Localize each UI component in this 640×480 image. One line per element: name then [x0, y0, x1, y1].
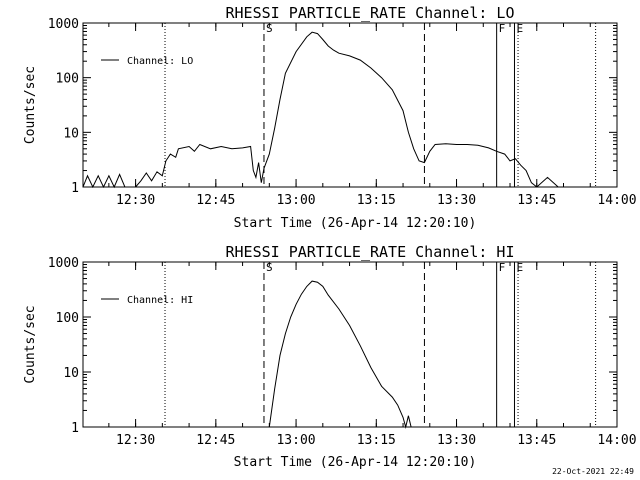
event-marker-label: E [516, 22, 523, 35]
event-marker-label: S [266, 261, 273, 274]
y-axis-label: Counts/sec [23, 305, 38, 383]
x-tick-label: 13:45 [517, 193, 556, 208]
x-tick-label: 12:30 [116, 193, 155, 208]
x-tick-label: 12:30 [116, 433, 155, 448]
y-tick-label: 100 [56, 72, 79, 87]
y-tick-label: 1000 [48, 256, 79, 271]
y-tick-label: 1 [71, 421, 79, 436]
hi-channel-panel: RHESSI PARTICLE_RATE Channel: HI 1 10 100 10… [23, 243, 637, 470]
timestamp-label: 22-Oct-2021 22:49 [552, 467, 634, 476]
plot-frame [82, 261, 618, 428]
x-tick-label: 13:15 [357, 433, 396, 448]
legend-entry: Channel: HI [127, 295, 193, 306]
x-tick-label: 14:00 [597, 193, 636, 208]
x-axis-label: Start Time (26-Apr-14 12:20:10) [234, 216, 477, 231]
series-line [268, 280, 412, 429]
x-tick-label: 13:45 [517, 433, 556, 448]
event-marker-label: E [516, 261, 523, 274]
plot-frame [82, 22, 618, 188]
series-line [82, 31, 559, 189]
x-tick-label: 14:00 [597, 433, 636, 448]
y-tick-label: 100 [56, 311, 79, 326]
y-tick-label: 1000 [48, 17, 79, 32]
y-tick-label: 1 [71, 181, 79, 196]
event-marker-label: F [499, 261, 506, 274]
event-marker-label: S [266, 22, 273, 35]
x-tick-label: 13:00 [276, 193, 315, 208]
x-tick-label: 12:45 [196, 193, 235, 208]
y-tick-label: 10 [63, 126, 79, 141]
x-tick-label: 13:30 [437, 193, 476, 208]
x-tick-label: 13:00 [276, 433, 315, 448]
y-axis-label: Counts/sec [23, 66, 38, 144]
y-tick-label: 10 [63, 366, 79, 381]
x-axis-label: Start Time (26-Apr-14 12:20:10) [234, 455, 477, 470]
lo-channel-panel: RHESSI PARTICLE_RATE Channel: LO 1 10 100 10… [23, 4, 637, 231]
x-tick-label: 13:30 [437, 433, 476, 448]
x-tick-label: 13:15 [357, 193, 396, 208]
legend-entry: Channel: LO [127, 56, 193, 67]
chart-title: RHESSI PARTICLE_RATE Channel: LO [226, 4, 515, 22]
event-marker-label: F [499, 22, 506, 35]
chart-title: RHESSI PARTICLE_RATE Channel: HI [226, 243, 515, 261]
x-tick-label: 12:45 [196, 433, 235, 448]
